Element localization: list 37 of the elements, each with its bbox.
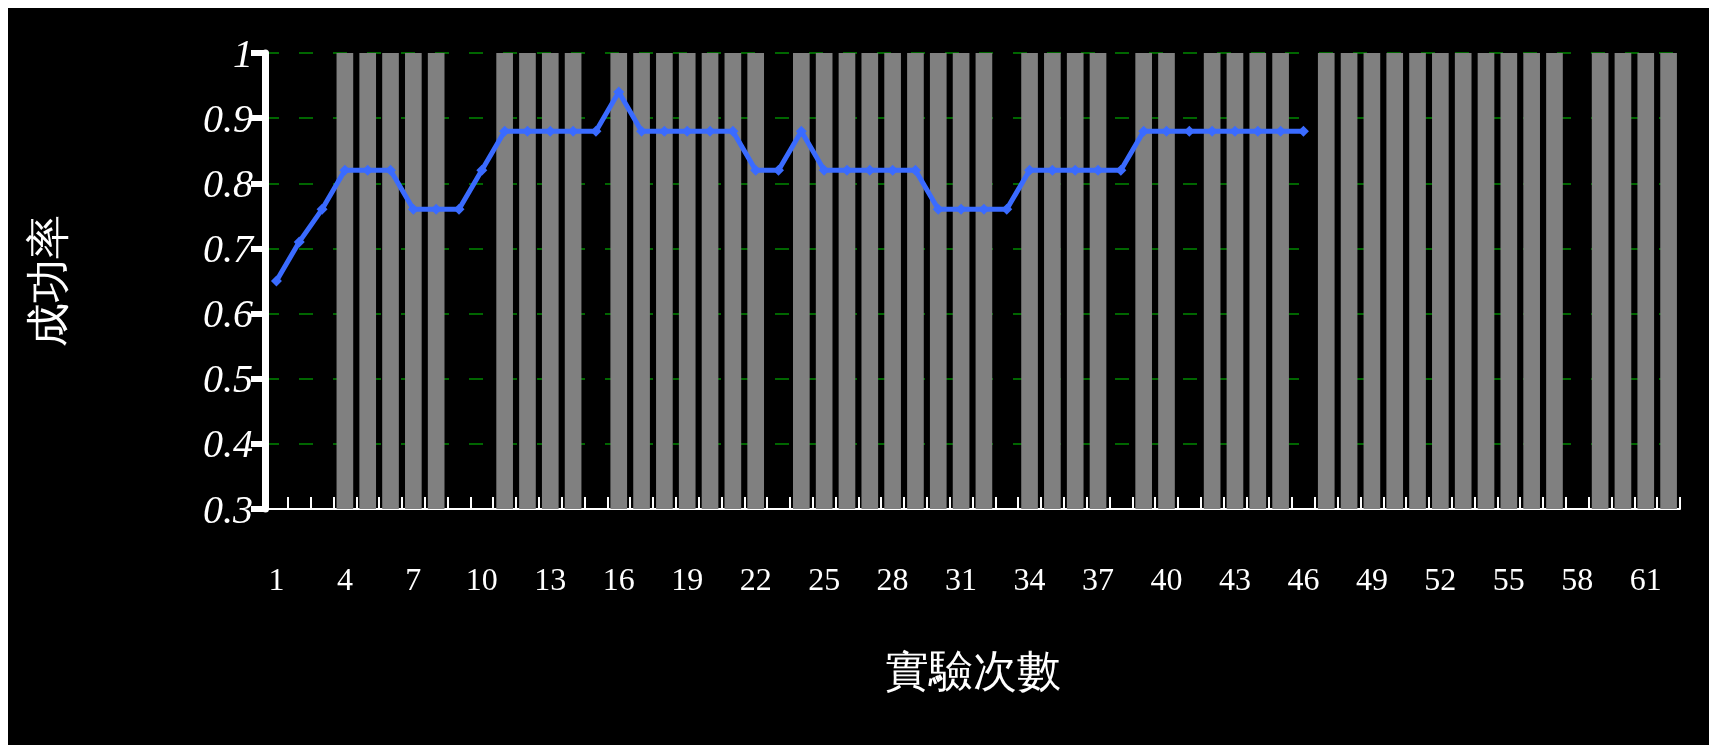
- x-tick-label: 55: [1492, 561, 1525, 597]
- x-tick-label: 49: [1355, 561, 1388, 597]
- x-tick-label: 22: [739, 561, 772, 597]
- y-tick-label: 0.5: [203, 356, 253, 402]
- point: [795, 125, 807, 137]
- x-tick-label: 25: [808, 561, 841, 597]
- x-tick-label: 1: [268, 561, 285, 597]
- y-tick-label: 1: [233, 30, 253, 76]
- y-tick-label: 0.9: [203, 95, 253, 141]
- x-tick-label: 31: [945, 561, 978, 597]
- y-axis-title: 成功率: [23, 215, 73, 347]
- x-tick-label: 16: [602, 561, 635, 597]
- x-tick-label: 37: [1082, 561, 1115, 597]
- y-tick-label: 0.7: [203, 225, 255, 271]
- point: [293, 236, 305, 248]
- x-tick-label: 52: [1424, 561, 1457, 597]
- point: [476, 164, 488, 176]
- x-tick-label: 4: [336, 561, 353, 597]
- x-tick-label: 58: [1561, 561, 1594, 597]
- x-tick-label: 40: [1150, 561, 1183, 597]
- x-tick-label: 46: [1287, 561, 1320, 597]
- x-tick-label: 43: [1218, 561, 1251, 597]
- point: [316, 203, 328, 215]
- point: [613, 86, 625, 98]
- x-tick-label: 61: [1629, 561, 1662, 597]
- point: [270, 275, 282, 287]
- x-tick-label: 28: [876, 561, 909, 597]
- y-tick-label: 0.6: [203, 291, 253, 337]
- x-tick-label: 10: [465, 561, 498, 597]
- y-tick-label: 0.4: [203, 421, 253, 467]
- x-tick-label: 19: [671, 561, 704, 597]
- y-tick-label: 0.8: [203, 160, 253, 206]
- x-tick-label: 13: [534, 561, 567, 597]
- x-tick-label: 7: [405, 561, 422, 597]
- x-tick-label: 34: [1013, 561, 1046, 597]
- y-tick-label: 0.3: [203, 486, 253, 532]
- x-axis-title: 實驗次數: [884, 646, 1061, 696]
